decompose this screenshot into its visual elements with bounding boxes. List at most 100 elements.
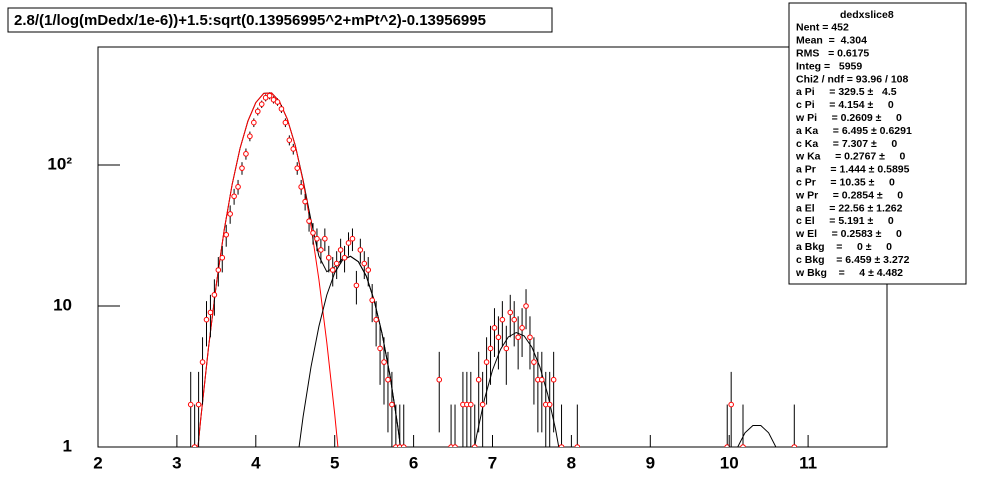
data-point: [318, 247, 324, 253]
data-point: [361, 260, 368, 267]
data-point: [195, 401, 202, 408]
data-point: [302, 198, 308, 205]
data-point: [310, 230, 316, 236]
data-point: [337, 247, 344, 253]
stats-line: w Ka = 0.2767 ± 0: [795, 151, 906, 163]
data-point: [393, 444, 399, 447]
data-point: [254, 108, 261, 115]
data-point: [385, 376, 391, 383]
fit-curve: [298, 255, 401, 447]
data-point: [791, 444, 798, 447]
data-point: [487, 345, 494, 352]
data-point: [491, 325, 498, 331]
plot-frame: [97, 46, 888, 448]
data-point: [219, 254, 226, 261]
data-point: [479, 401, 486, 408]
stats-box: [788, 2, 967, 285]
data-point: [468, 401, 474, 408]
data-point: [223, 231, 230, 238]
data-point: [546, 401, 553, 408]
data-point: [191, 444, 198, 447]
data-point: [290, 146, 297, 152]
data-point: [282, 119, 289, 126]
stats-line: w Pi = 0.2609 ± 0: [795, 112, 902, 124]
data-point: [274, 99, 281, 105]
y-tick-label: 10²: [47, 154, 72, 173]
stats-line: a Ka = 6.495 ± 0.6291: [796, 125, 912, 137]
stats-line: w Pr = 0.2854 ± 0: [795, 189, 903, 201]
data-point: [314, 235, 320, 242]
x-tick-label: 6: [409, 453, 418, 472]
data-point: [436, 376, 443, 383]
stats-line: a Bkg = 0 ± 0: [796, 241, 892, 253]
data-point: [247, 133, 253, 140]
data-point: [251, 119, 257, 126]
data-point: [740, 444, 746, 447]
plot-area: [187, 92, 798, 447]
data-point: [507, 309, 514, 316]
data-point: [243, 151, 249, 157]
data-point: [574, 444, 581, 447]
stats-line: c Ka = 7.307 ± 0: [796, 138, 897, 150]
stats-line: Integ = 5959: [796, 60, 862, 72]
data-point: [499, 316, 506, 323]
data-point: [515, 334, 521, 341]
stats-line: RMS = 0.6175: [796, 47, 869, 59]
stats-line: Chi2 / ndf = 93.96 / 108: [796, 73, 909, 85]
fit-curve: [474, 331, 560, 447]
data-point: [471, 444, 478, 447]
data-point: [483, 359, 490, 365]
title-box: [7, 7, 553, 33]
stats-line: Nent = 452: [796, 22, 855, 34]
data-point: [199, 359, 206, 365]
data-point: [539, 376, 545, 383]
fit-curve: [197, 92, 401, 447]
x-tick-label: 8: [567, 453, 576, 472]
chart-title: 2.8/(1/log(mDedx/1e-6))+1.5:sqrt(0.13956…: [14, 12, 486, 29]
data-point: [329, 267, 336, 273]
data-point: [278, 106, 285, 112]
data-point: [519, 325, 525, 331]
stats-line: a Pr = 1.444 ± 0.5895: [796, 164, 910, 176]
x-tick-label: 4: [251, 453, 261, 472]
stats-line: a El = 22.56 ± 1.262: [796, 202, 903, 214]
data-point: [215, 267, 222, 273]
data-point: [239, 165, 245, 171]
data-point: [353, 282, 360, 289]
x-tick-label: 3: [172, 453, 181, 472]
stats-line: c Bkg = 6.459 ± 3.272: [796, 254, 910, 266]
stats-line: w Bkg = 4 ± 4.482: [795, 267, 903, 279]
data-point: [258, 101, 265, 107]
data-point: [452, 444, 458, 447]
x-tick-label: 5: [330, 453, 339, 472]
stats-line: c El = 5.191 ± 0: [796, 215, 894, 227]
data-point: [396, 444, 403, 447]
data-point: [227, 211, 233, 217]
stats-line: Mean = 4.304: [796, 35, 867, 47]
data-point: [235, 184, 241, 190]
data-point: [325, 254, 332, 261]
stats-line: c Pr = 10.35 ± 0: [796, 176, 895, 188]
x-tick-label: 9: [646, 453, 655, 472]
data-point: [294, 165, 301, 171]
data-point: [448, 444, 454, 447]
data-point: [389, 401, 395, 408]
data-point: [365, 267, 372, 273]
fit-curve: [737, 425, 777, 447]
data-point: [187, 401, 194, 408]
data-point: [558, 444, 565, 447]
data-point: [550, 376, 557, 383]
data-point: [266, 92, 273, 99]
stats-line: a Pi = 329.5 ± 4.5: [796, 86, 897, 98]
data-point: [728, 401, 734, 408]
data-point: [207, 309, 214, 316]
x-tick-label: 7: [488, 453, 497, 472]
x-tick-label: 2: [93, 453, 102, 472]
data-point: [298, 184, 304, 190]
data-point: [357, 247, 364, 253]
data-point: [349, 235, 356, 242]
fit-curve: [197, 92, 339, 447]
data-point: [523, 303, 529, 309]
data-point: [724, 444, 731, 447]
